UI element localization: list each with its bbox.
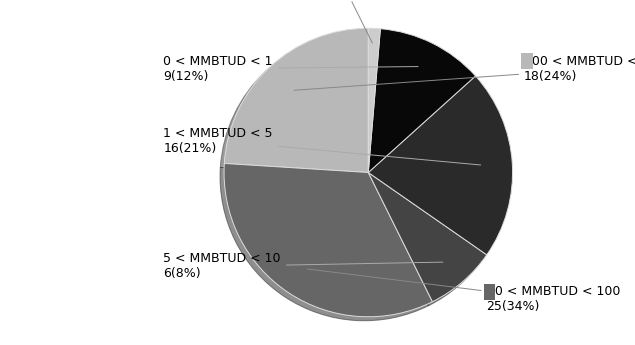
Text: 1 < MMBTUD < 5
16(21%): 1 < MMBTUD < 5 16(21%) bbox=[163, 127, 481, 165]
Bar bbox=[484, 284, 495, 300]
Text: 0 < MMBTUD < 1
9(12%): 0 < MMBTUD < 1 9(12%) bbox=[163, 55, 418, 82]
Wedge shape bbox=[224, 164, 432, 317]
Wedge shape bbox=[368, 29, 476, 172]
Wedge shape bbox=[224, 28, 368, 172]
Text: 10 < MMBTUD < 100
25(34%): 10 < MMBTUD < 100 25(34%) bbox=[307, 269, 620, 314]
Wedge shape bbox=[368, 28, 380, 172]
Text: 5 < MMBTUD < 10
6(8%): 5 < MMBTUD < 10 6(8%) bbox=[163, 252, 443, 280]
Wedge shape bbox=[368, 76, 512, 255]
Bar bbox=[152, 126, 163, 141]
Bar bbox=[152, 251, 163, 267]
Wedge shape bbox=[368, 172, 487, 302]
Text: MMBTUD > 1000
1(1%): MMBTUD > 1000 1(1%) bbox=[289, 0, 396, 43]
Bar bbox=[152, 52, 163, 68]
Bar bbox=[521, 53, 533, 69]
Text: 100 < MMBTUD < 1000
18(24%): 100 < MMBTUD < 1000 18(24%) bbox=[294, 55, 635, 90]
